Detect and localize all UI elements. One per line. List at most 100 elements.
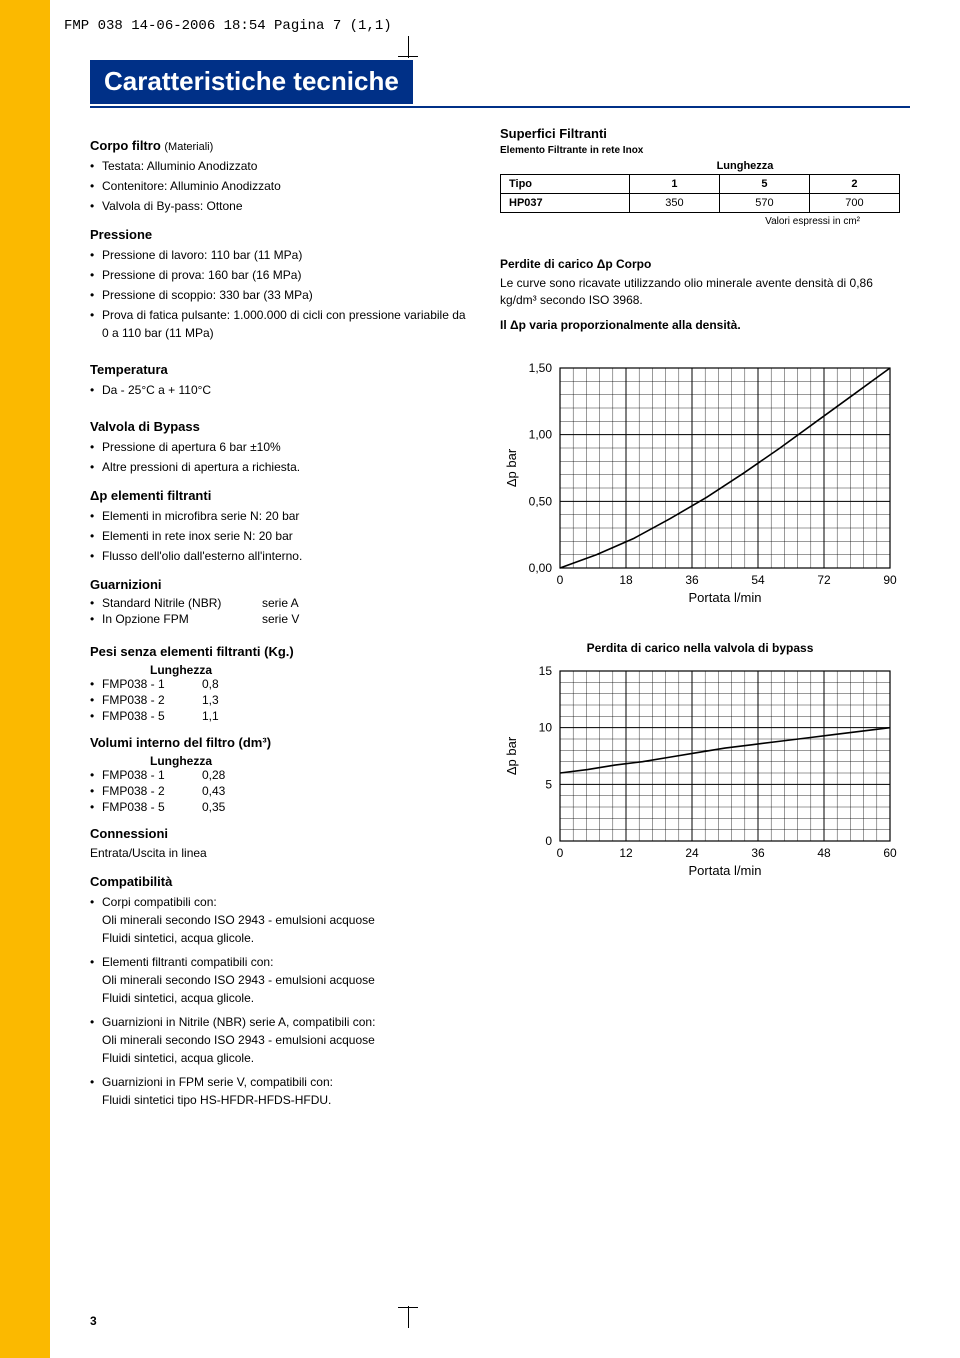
table-header: 1 [629, 175, 719, 194]
svg-text:24: 24 [685, 846, 699, 860]
svg-text:12: 12 [619, 846, 633, 860]
compatibilita-heading: Compatibilità [90, 874, 470, 889]
list-item: Flusso dell'olio dall'esterno all'intern… [90, 547, 470, 565]
corpo-filtro-qualifier: (Materiali) [164, 141, 213, 153]
svg-text:15: 15 [539, 664, 553, 678]
print-header: FMP 038 14-06-2006 18:54 Pagina 7 (1,1) [64, 18, 392, 34]
chart2-title: Perdita di carico nella valvola di bypas… [500, 641, 900, 655]
left-yellow-bar [0, 0, 50, 1358]
connessioni-heading: Connessioni [90, 826, 470, 841]
list-item: Guarnizioni in Nitrile (NBR) serie A, co… [90, 1013, 470, 1067]
list-item: Elementi in microfibra serie N: 20 bar [90, 507, 470, 525]
table-header: 2 [809, 175, 899, 194]
table-cell: 350 [629, 194, 719, 213]
svg-text:54: 54 [751, 573, 765, 587]
svg-text:10: 10 [539, 721, 553, 735]
perdite-text2: Il Δp varia proporzionalmente alla densi… [500, 317, 900, 334]
svg-text:Δp bar: Δp bar [504, 449, 519, 488]
svg-text:0: 0 [545, 834, 552, 848]
svg-text:Portata l/min: Portata l/min [689, 590, 762, 605]
chart2-container: Perdita di carico nella valvola di bypas… [500, 641, 900, 884]
chart2: 0 12 24 36 48 60 0 5 10 15 Portata l/min Δp bar [500, 661, 900, 881]
pesi-subheading: Lunghezza [90, 663, 470, 677]
crop-mark [408, 1306, 409, 1328]
title-underline [90, 106, 910, 108]
volumi-row: FMP038 - 20,43 [90, 784, 470, 798]
pressione-list: Pressione di lavoro: 110 bar (11 MPa) Pr… [90, 246, 470, 342]
chart1-container: 0 18 36 54 72 90 0,00 0,50 1,00 1,50 Portata l/min… [500, 358, 900, 611]
svg-text:36: 36 [685, 573, 699, 587]
guarnizioni-row: In Opzione FPM serie V [90, 612, 470, 626]
temperatura-list: Da - 25°C a + 110°C [90, 381, 470, 399]
left-column: Corpo filtro (Materiali) Testata: Allumi… [90, 126, 470, 1111]
list-item: Testata: Alluminio Anodizzato [90, 157, 470, 175]
temperatura-heading: Temperatura [90, 362, 470, 377]
svg-text:5: 5 [545, 778, 552, 792]
superfici-subtitle: Elemento Filtrante in rete Inox [500, 145, 900, 156]
pesi-row: FMP038 - 21,3 [90, 693, 470, 707]
table-cell: 700 [809, 194, 899, 213]
list-item: Valvola di By-pass: Ottone [90, 197, 470, 215]
superfici-heading: Superfici Filtranti [500, 126, 900, 141]
page-content: Caratteristiche tecniche Corpo filtro (M… [90, 60, 910, 1111]
svg-text:0,50: 0,50 [529, 495, 553, 509]
svg-text:1,00: 1,00 [529, 428, 553, 442]
volumi-subheading: Lunghezza [90, 754, 470, 768]
svg-text:72: 72 [817, 573, 831, 587]
chart1: 0 18 36 54 72 90 0,00 0,50 1,00 1,50 Portata l/min… [500, 358, 900, 608]
volumi-heading: Volumi interno del filtro (dm³) [90, 735, 470, 750]
valvola-bypass-heading: Valvola di Bypass [90, 419, 470, 434]
compatibilita-list: Corpi compatibili con: Oli minerali seco… [90, 893, 470, 1109]
svg-text:60: 60 [883, 846, 897, 860]
list-item: Pressione di prova: 160 bar (16 MPa) [90, 266, 470, 284]
pesi-row: FMP038 - 51,1 [90, 709, 470, 723]
crop-mark [398, 1307, 418, 1308]
list-item: Da - 25°C a + 110°C [90, 381, 470, 399]
svg-text:0,00: 0,00 [529, 561, 553, 575]
right-column: Superfici Filtranti Elemento Filtrante i… [500, 126, 900, 1111]
list-item: Prova di fatica pulsante: 1.000.000 di c… [90, 306, 470, 342]
table-header: Tipo [501, 175, 630, 194]
table-cell: HP037 [501, 194, 630, 213]
table-header: 5 [719, 175, 809, 194]
volumi-row: FMP038 - 50,35 [90, 800, 470, 814]
table-cell: 570 [719, 194, 809, 213]
guarnizioni-row: Standard Nitrile (NBR) serie A [90, 596, 470, 610]
crop-mark [408, 36, 409, 58]
superfici-footnote: Valori espressi in cm² [500, 216, 900, 227]
dp-elementi-heading: Δp elementi filtranti [90, 488, 470, 503]
list-item: Pressione di scoppio: 330 bar (33 MPa) [90, 286, 470, 304]
svg-text:48: 48 [817, 846, 831, 860]
list-item: Altre pressioni di apertura a richiesta. [90, 458, 470, 476]
perdite-text1: Le curve sono ricavate utilizzando olio … [500, 275, 900, 309]
crop-mark [398, 56, 418, 57]
svg-text:36: 36 [751, 846, 765, 860]
guarnizioni-heading: Guarnizioni [90, 577, 470, 592]
list-item: Corpi compatibili con: Oli minerali seco… [90, 893, 470, 947]
svg-text:18: 18 [619, 573, 633, 587]
corpo-filtro-list: Testata: Alluminio Anodizzato Contenitor… [90, 157, 470, 215]
volumi-row: FMP038 - 10,28 [90, 768, 470, 782]
superfici-table: Tipo 1 5 2 HP037 350 570 700 [500, 174, 900, 213]
svg-text:1,50: 1,50 [529, 361, 553, 375]
list-item: Elementi in rete inox serie N: 20 bar [90, 527, 470, 545]
superfici-col-label: Lunghezza [500, 160, 900, 172]
list-item: Contenitore: Alluminio Anodizzato [90, 177, 470, 195]
list-item: Guarnizioni in FPM serie V, compatibili … [90, 1073, 470, 1109]
list-item: Pressione di lavoro: 110 bar (11 MPa) [90, 246, 470, 264]
page-title: Caratteristiche tecniche [90, 60, 413, 104]
svg-text:90: 90 [883, 573, 897, 587]
svg-text:Δp bar: Δp bar [504, 737, 519, 776]
list-item: Pressione di apertura 6 bar ±10% [90, 438, 470, 456]
svg-text:0: 0 [557, 846, 564, 860]
svg-text:0: 0 [557, 573, 564, 587]
connessioni-text: Entrata/Uscita in linea [90, 845, 470, 862]
page-number: 3 [90, 1314, 97, 1328]
list-item: Elementi filtranti compatibili con: Oli … [90, 953, 470, 1007]
svg-text:Portata l/min: Portata l/min [689, 863, 762, 878]
pressione-heading: Pressione [90, 227, 470, 242]
pesi-row: FMP038 - 10,8 [90, 677, 470, 691]
corpo-filtro-heading: Corpo filtro (Materiali) [90, 138, 470, 153]
valvola-bypass-list: Pressione di apertura 6 bar ±10% Altre p… [90, 438, 470, 476]
pesi-heading: Pesi senza elementi filtranti (Kg.) [90, 644, 470, 659]
